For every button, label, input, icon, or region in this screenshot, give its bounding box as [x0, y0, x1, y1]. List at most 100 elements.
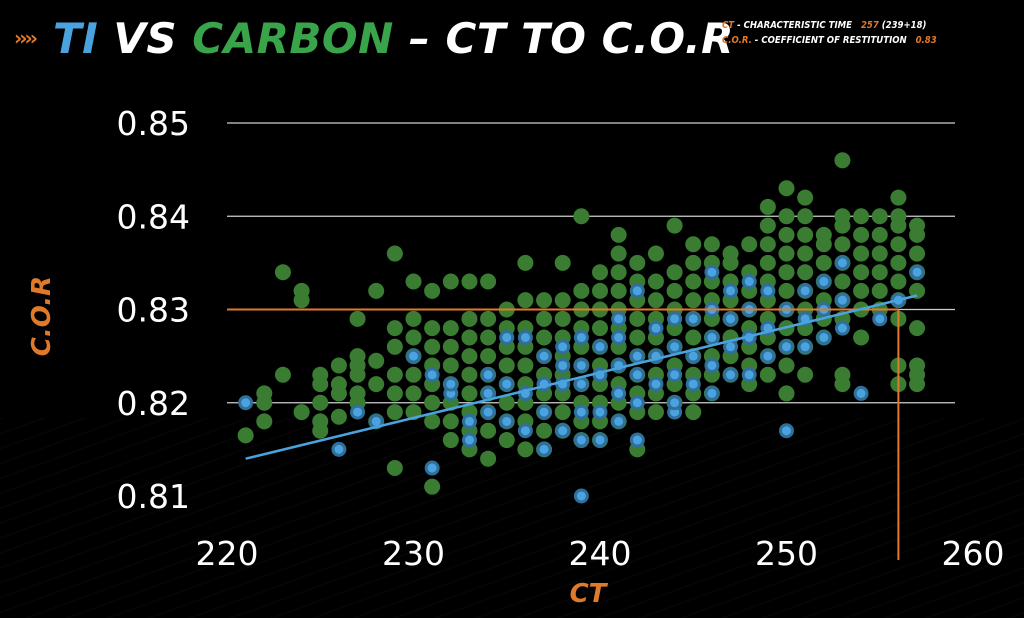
ti-point: [670, 342, 680, 352]
ti-point: [688, 351, 698, 361]
carbon-point: [368, 282, 385, 299]
carbon-point: [909, 357, 926, 374]
carbon-point: [890, 189, 907, 206]
ti-series: [238, 255, 925, 504]
ti-point: [595, 435, 605, 445]
ti-point: [464, 416, 474, 426]
ti-point: [614, 388, 624, 398]
carbon-point: [871, 264, 888, 281]
carbon-point: [685, 236, 702, 253]
ti-point: [539, 407, 549, 417]
carbon-point: [517, 254, 534, 271]
x-axis-ticks: 220 230 240 250 260: [196, 534, 1005, 573]
carbon-point: [610, 282, 627, 299]
carbon-point: [871, 226, 888, 243]
carbon-point: [293, 404, 310, 421]
carbon-point: [647, 404, 664, 421]
carbon-point: [722, 254, 739, 271]
ti-point: [614, 314, 624, 324]
carbon-point: [536, 422, 553, 439]
carbon-point: [386, 245, 403, 262]
ti-point: [632, 398, 642, 408]
carbon-point: [909, 245, 926, 262]
carbon-point: [517, 441, 534, 458]
ti-point: [576, 332, 586, 342]
title-carbon: CARBON: [192, 13, 394, 63]
carbon-point: [853, 282, 870, 299]
carbon-point: [647, 245, 664, 262]
ti-point: [837, 258, 847, 268]
ti-point: [539, 444, 549, 454]
carbon-point: [759, 198, 776, 215]
carbon-point: [815, 236, 832, 253]
carbon-point: [554, 310, 571, 327]
ti-point: [837, 323, 847, 333]
x-tick-label: 260: [942, 534, 1005, 573]
carbon-point: [480, 310, 497, 327]
ti-point: [502, 379, 512, 389]
ct-range: (239+18): [878, 20, 927, 31]
carbon-point: [666, 264, 683, 281]
carbon-point: [853, 329, 870, 346]
carbon-point: [853, 208, 870, 225]
ti-point: [707, 332, 717, 342]
ti-point: [875, 314, 885, 324]
carbon-point: [554, 254, 571, 271]
carbon-point: [461, 385, 478, 402]
carbon-point: [405, 385, 422, 402]
ti-point: [595, 342, 605, 352]
ti-point: [539, 351, 549, 361]
title-ti: TI: [52, 13, 99, 63]
carbon-point: [405, 310, 422, 327]
carbon-point: [461, 366, 478, 383]
ti-point: [726, 314, 736, 324]
carbon-point: [666, 217, 683, 234]
ti-point: [800, 342, 810, 352]
ti-point: [502, 332, 512, 342]
definitions-legend: CT - CHARACTERISTIC TIME 257 (239+18) C.…: [722, 18, 937, 48]
carbon-point: [871, 208, 888, 225]
carbon-point: [871, 245, 888, 262]
ti-point: [409, 351, 418, 361]
y-tick-label: 0.81: [117, 477, 190, 516]
ti-point: [670, 370, 680, 380]
carbon-point: [778, 282, 795, 299]
ct-definition: CT - CHARACTERISTIC TIME 257 (239+18): [722, 18, 937, 33]
ti-point: [520, 426, 530, 436]
ti-point: [632, 286, 642, 296]
carbon-point: [386, 460, 403, 477]
x-tick-label: 220: [196, 534, 259, 573]
carbon-point: [778, 226, 795, 243]
ti-point: [800, 286, 810, 296]
ti-point: [241, 398, 251, 408]
ti-point: [502, 416, 512, 426]
trendline: [245, 294, 918, 460]
carbon-point: [368, 352, 385, 369]
y-axis-label: C.O.R: [27, 276, 57, 356]
carbon-point: [386, 404, 403, 421]
ti-point: [334, 444, 344, 454]
carbon-point: [685, 292, 702, 309]
ti-point: [744, 370, 754, 380]
carbon-point: [890, 208, 907, 225]
chevrons-icon: ››››: [14, 26, 38, 50]
carbon-point: [461, 348, 478, 365]
ti-point: [371, 416, 381, 426]
y-tick-label: 0.84: [117, 197, 190, 236]
carbon-point: [592, 264, 608, 281]
carbon-point: [312, 422, 329, 439]
carbon-point: [909, 320, 926, 337]
carbon-point: [480, 450, 497, 467]
carbon-point: [461, 310, 478, 327]
carbon-point: [349, 310, 366, 327]
carbon-point: [647, 273, 664, 290]
carbon-point: [442, 338, 459, 355]
cor-desc: - COEFFICIENT OF RESTITUTION: [751, 35, 907, 46]
carbon-point: [834, 236, 851, 253]
carbon-point: [405, 329, 422, 346]
ti-point: [427, 463, 437, 473]
carbon-point: [480, 422, 497, 439]
ti-point: [707, 360, 717, 370]
carbon-point: [592, 320, 608, 337]
ti-point: [576, 435, 586, 445]
